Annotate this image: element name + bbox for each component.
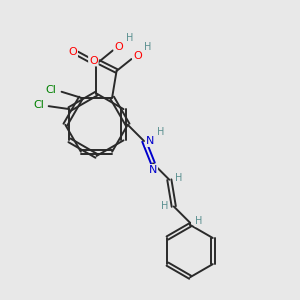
Text: H: H xyxy=(195,216,203,226)
Text: N: N xyxy=(149,165,157,175)
Text: H: H xyxy=(157,127,164,136)
Text: O: O xyxy=(133,50,142,61)
Text: H: H xyxy=(144,42,152,52)
Text: H: H xyxy=(125,33,133,43)
Text: H: H xyxy=(175,173,182,183)
Text: Cl: Cl xyxy=(34,100,45,110)
Text: Cl: Cl xyxy=(46,85,57,95)
Text: O: O xyxy=(68,47,77,57)
Text: O: O xyxy=(114,42,123,52)
Text: H: H xyxy=(161,202,169,212)
Text: O: O xyxy=(89,56,98,66)
Text: N: N xyxy=(146,136,154,146)
